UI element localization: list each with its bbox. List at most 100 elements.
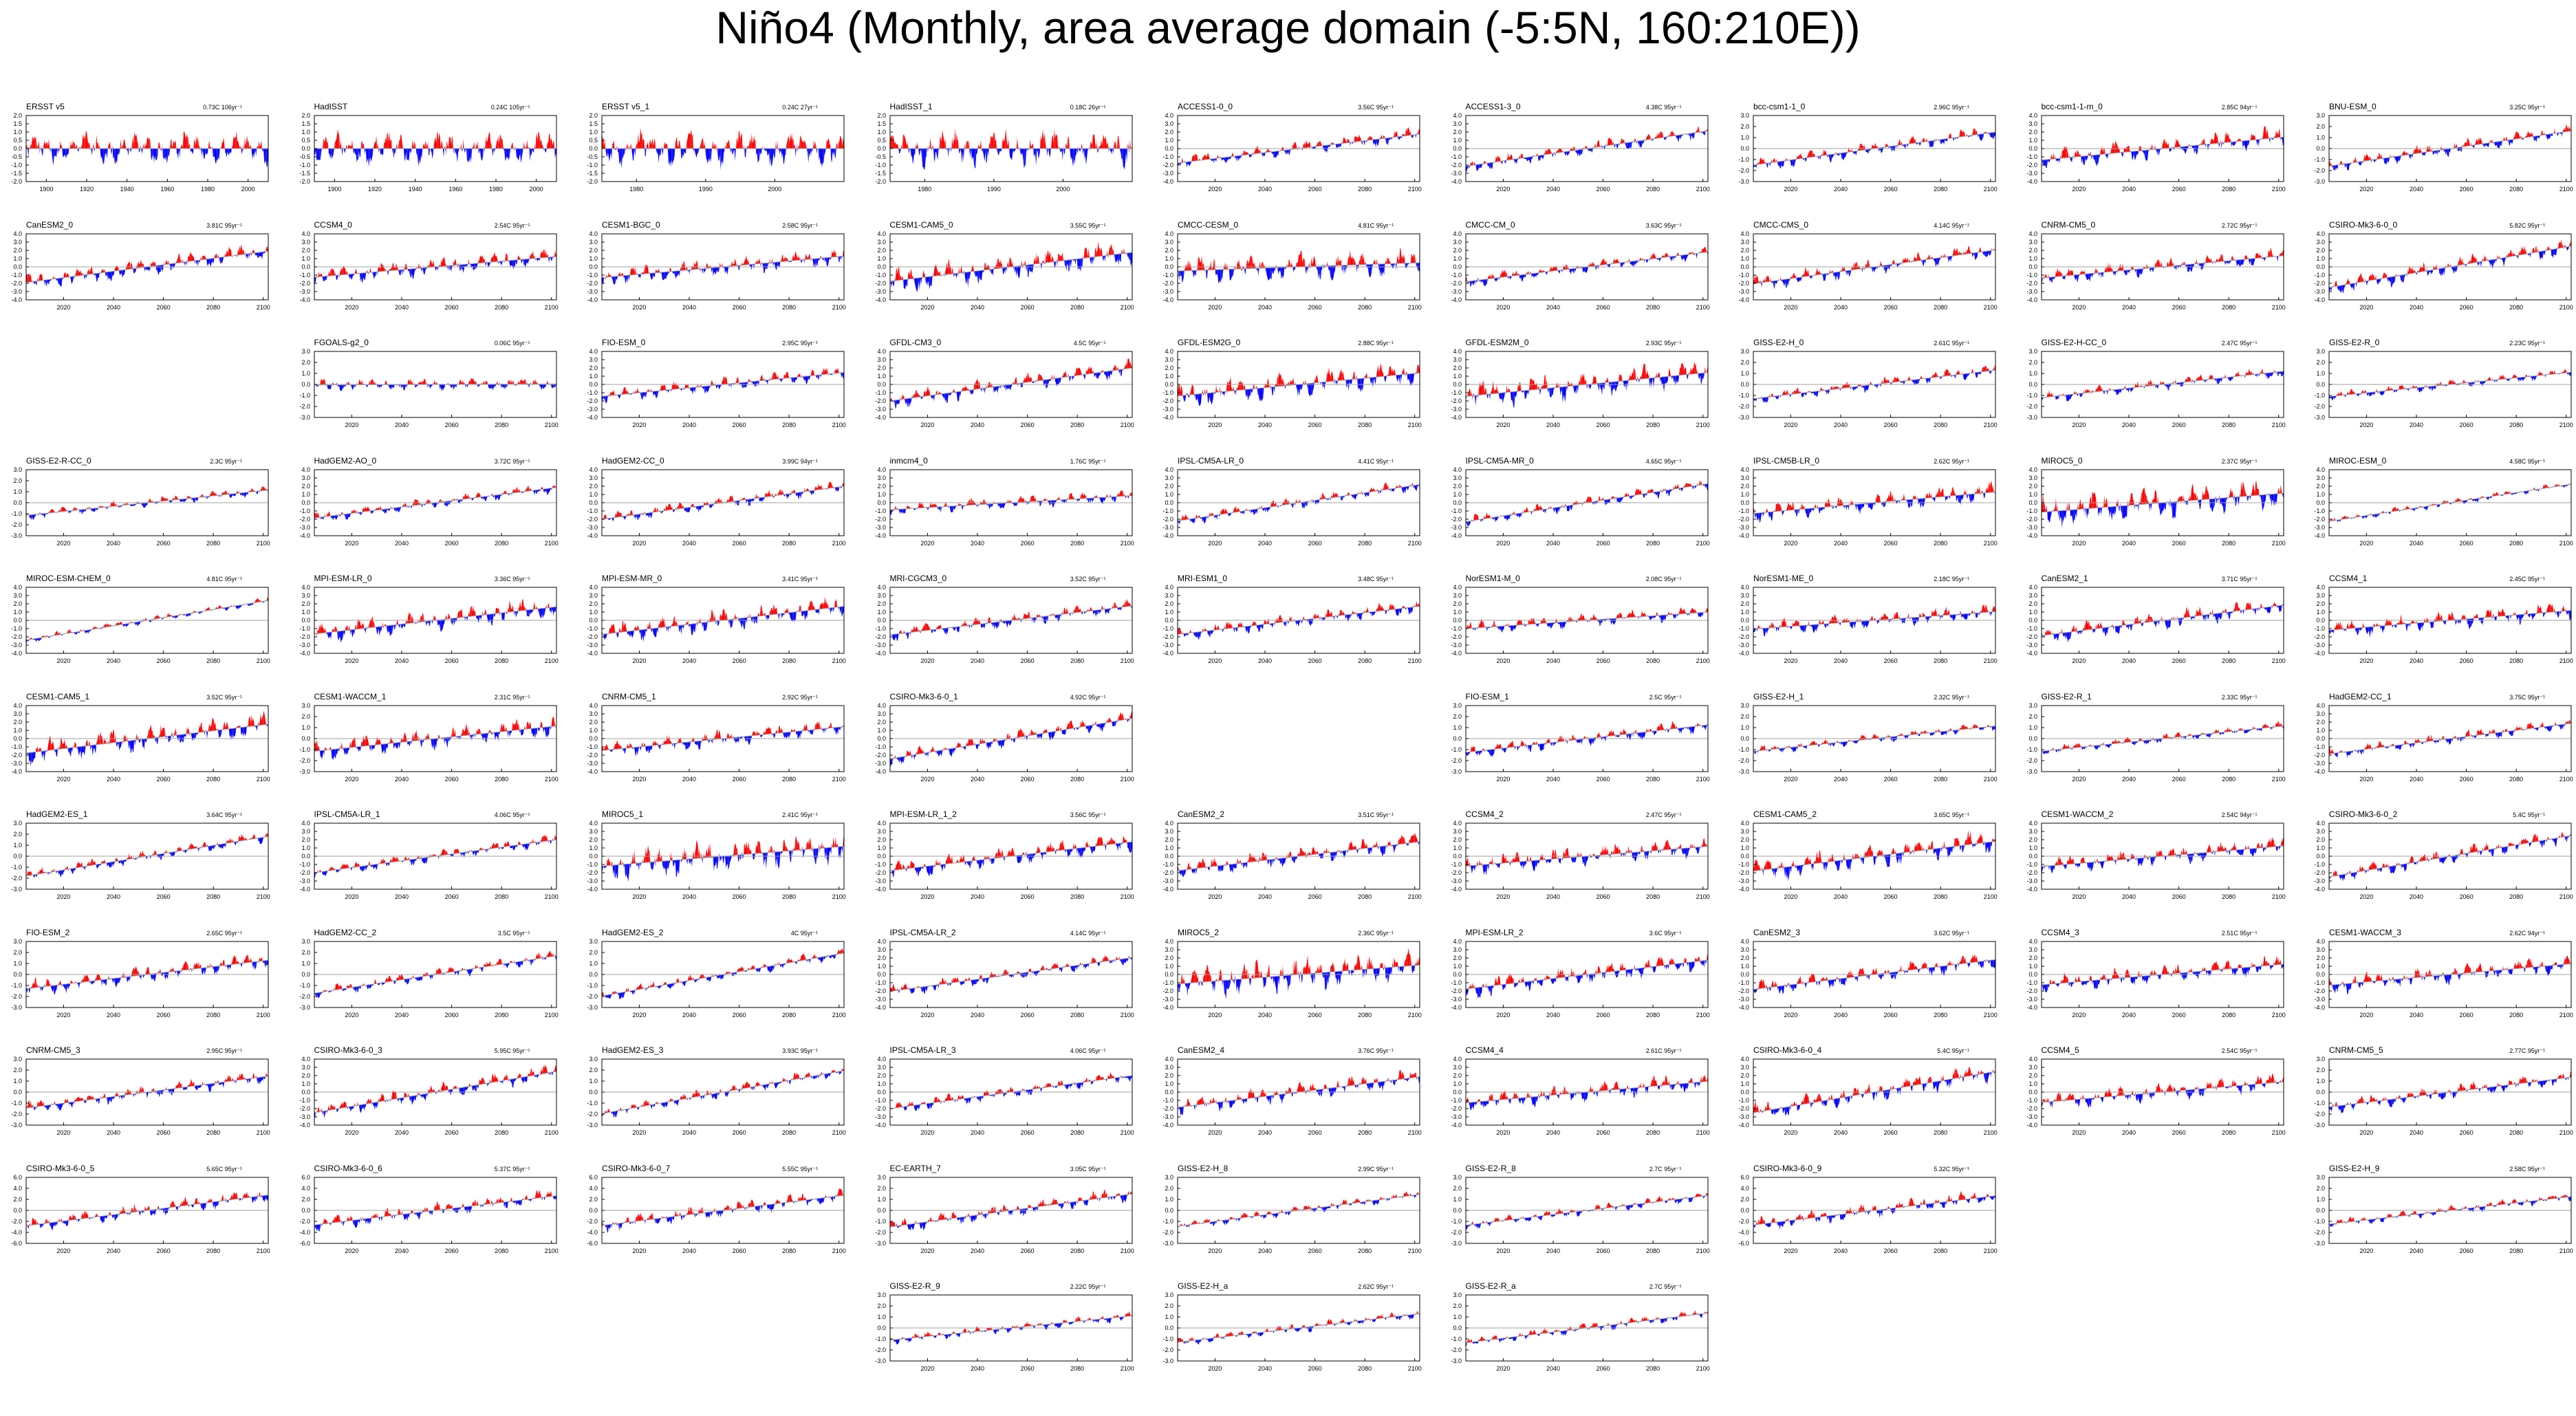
series-area-segment	[425, 267, 426, 270]
series-area-segment	[979, 270, 981, 281]
series-area-segment	[675, 136, 677, 149]
series-area-segment	[1184, 268, 1185, 271]
series-area-segment	[49, 138, 50, 149]
series-area-segment	[948, 146, 949, 157]
series-area-segment	[1510, 154, 1511, 160]
series-area-segment	[155, 149, 157, 161]
series-area-segment	[902, 276, 904, 288]
y-tick-label: -1.0	[2314, 156, 2325, 163]
series-area-segment	[1008, 144, 1010, 155]
series-area-segment	[1819, 155, 1821, 161]
series-area-segment	[1976, 130, 1978, 135]
series-area-segment	[2238, 138, 2239, 142]
series-area-segment	[374, 271, 376, 276]
trend-line	[889, 252, 1132, 281]
series-area-segment	[770, 149, 772, 167]
series-area-segment	[1405, 127, 1407, 136]
series-area-segment	[1855, 151, 1857, 156]
series-area-segment	[1202, 262, 1204, 270]
series-area-segment	[477, 260, 479, 263]
series-area-segment	[1270, 267, 1272, 280]
series-area-segment	[215, 149, 217, 164]
series-area-segment	[1658, 133, 1660, 138]
series-area-segment	[918, 277, 920, 290]
y-tick-label: 3.0	[877, 239, 886, 246]
series-area-segment	[1399, 136, 1400, 140]
series-area-segment	[1021, 260, 1022, 269]
series-area-segment	[1397, 254, 1398, 263]
series-area-segment	[254, 249, 255, 253]
series-area-segment	[619, 272, 620, 276]
series-area-segment	[1281, 267, 1282, 279]
y-tick-label: -2.0	[299, 280, 310, 287]
series-area-segment	[653, 272, 654, 277]
series-area-segment	[490, 257, 492, 262]
series-area-segment	[1896, 145, 1897, 149]
series-area-segment	[319, 274, 321, 276]
series-area-segment	[839, 256, 841, 263]
series-area-segment	[1191, 270, 1193, 272]
series-area-segment	[162, 264, 164, 272]
series-area-segment	[1629, 142, 1630, 149]
series-area-segment	[898, 148, 899, 153]
series-area-segment	[1048, 149, 1050, 158]
y-tick-label: 0.0	[877, 263, 886, 270]
series-area-segment	[2207, 144, 2209, 151]
series-area-segment	[1323, 145, 1325, 150]
series-area-segment	[1118, 253, 1119, 265]
series-area-segment	[241, 246, 243, 254]
series-area-segment	[80, 146, 82, 149]
series-area-segment	[173, 263, 175, 267]
series-area-segment	[772, 261, 774, 265]
series-area-segment	[1489, 162, 1491, 170]
x-tick-label: 2080	[1646, 186, 1660, 193]
series-area-segment	[694, 262, 695, 270]
panel-title: CanESM2_0	[26, 220, 73, 230]
series-area-segment	[1021, 149, 1022, 155]
series-area-segment	[1338, 144, 1339, 148]
series-area-segment	[114, 267, 116, 271]
series-area-segment	[1466, 281, 1468, 283]
series-area-segment	[770, 262, 772, 264]
series-area-segment	[98, 142, 99, 149]
series-area-segment	[373, 144, 374, 149]
series-area-segment	[1088, 147, 1090, 151]
series-area-segment	[815, 258, 816, 269]
series-area-segment	[955, 133, 957, 149]
series-area-segment	[2362, 161, 2363, 164]
series-area-segment	[806, 145, 808, 150]
series-area-segment	[54, 149, 56, 157]
series-area-segment	[1610, 139, 1611, 146]
series-area-segment	[891, 279, 893, 285]
series-area-segment	[944, 268, 946, 274]
series-area-segment	[664, 141, 666, 149]
series-area-segment	[235, 131, 237, 149]
series-area-segment	[2565, 125, 2566, 132]
series-area-segment	[2519, 134, 2520, 139]
series-area-segment	[163, 262, 164, 269]
series-area-segment	[1799, 155, 1801, 159]
series-area-segment	[263, 149, 265, 164]
series-area-segment	[182, 258, 183, 264]
series-area-segment	[2541, 130, 2542, 135]
series-area-segment	[2410, 154, 2412, 160]
series-area-segment	[226, 149, 228, 158]
series-area-segment	[784, 257, 786, 261]
series-area-segment	[636, 143, 638, 149]
series-area-segment	[1406, 263, 1407, 268]
series-area-segment	[1541, 155, 1542, 158]
series-area-segment	[341, 149, 343, 156]
series-area-segment	[1918, 142, 1919, 144]
series-area-segment	[418, 149, 420, 166]
series-area-segment	[451, 135, 452, 149]
series-area-segment	[433, 140, 435, 149]
series-area-segment	[769, 149, 770, 166]
series-area-segment	[2418, 147, 2420, 153]
series-area-segment	[2478, 136, 2480, 144]
series-area-segment	[938, 149, 939, 151]
series-area-segment	[547, 254, 548, 257]
series-area-segment	[997, 257, 998, 268]
series-area-segment	[541, 139, 542, 149]
series-area-segment	[2267, 132, 2269, 139]
series-area-segment	[2146, 150, 2147, 162]
